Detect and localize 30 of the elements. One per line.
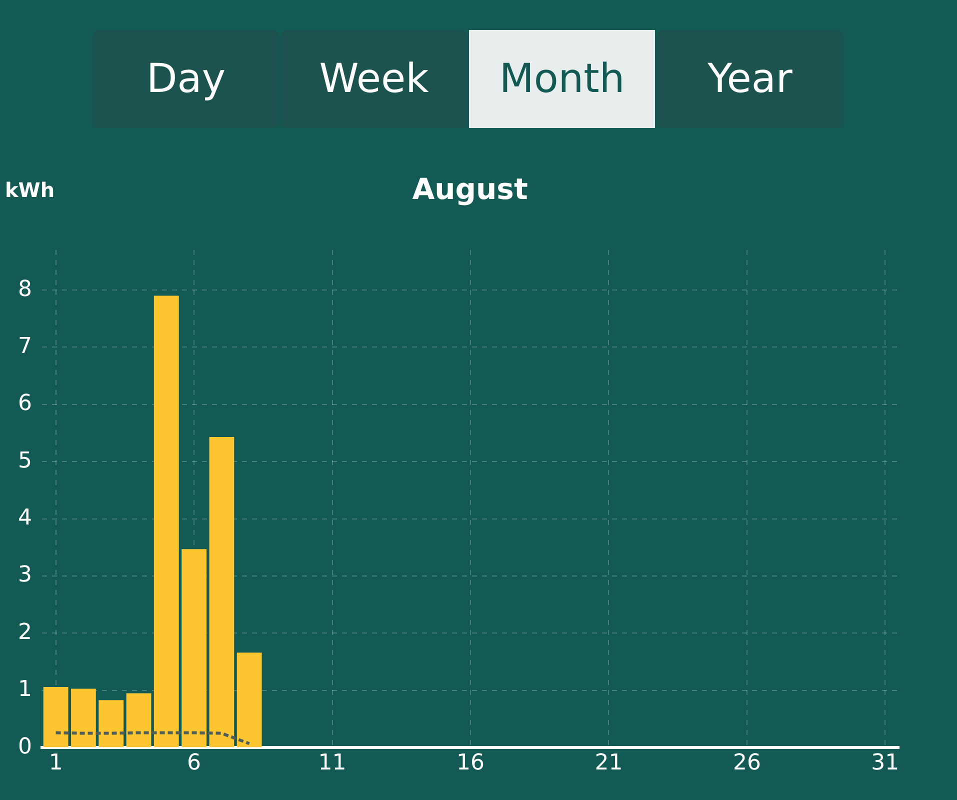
- x-tick-label: 31: [871, 750, 900, 776]
- x-tick-label: 26: [732, 750, 761, 776]
- y-tick-label: 6: [18, 391, 32, 416]
- x-tick-label: 21: [594, 750, 623, 776]
- bar: [182, 549, 206, 748]
- bar: [43, 686, 68, 748]
- y-tick-label: 2: [18, 620, 32, 645]
- x-tick-label: 16: [456, 750, 484, 776]
- y-tick-label: 7: [18, 334, 32, 359]
- bar: [209, 437, 234, 748]
- y-tick-label: 8: [18, 276, 32, 302]
- bar: [154, 296, 179, 748]
- bar: [126, 693, 152, 748]
- bar: [71, 688, 96, 748]
- y-axis-title: kWh: [5, 178, 55, 202]
- text: Year: [657, 30, 843, 128]
- y-tick-label: 4: [18, 506, 32, 531]
- x-tick-label: 1: [48, 750, 63, 776]
- text: Day: [93, 30, 279, 128]
- text: Month: [469, 30, 655, 128]
- y-tick-label: 1: [18, 677, 32, 702]
- text: Week: [281, 30, 467, 128]
- y-tick-label: 5: [18, 448, 32, 474]
- y-tick-label: 0: [18, 734, 32, 760]
- bar: [236, 652, 262, 748]
- chart-title: August: [412, 172, 528, 206]
- x-tick-label: 11: [318, 750, 346, 776]
- bar: [98, 700, 124, 748]
- x-tick-label: 6: [187, 750, 202, 776]
- y-tick-label: 3: [18, 562, 32, 588]
